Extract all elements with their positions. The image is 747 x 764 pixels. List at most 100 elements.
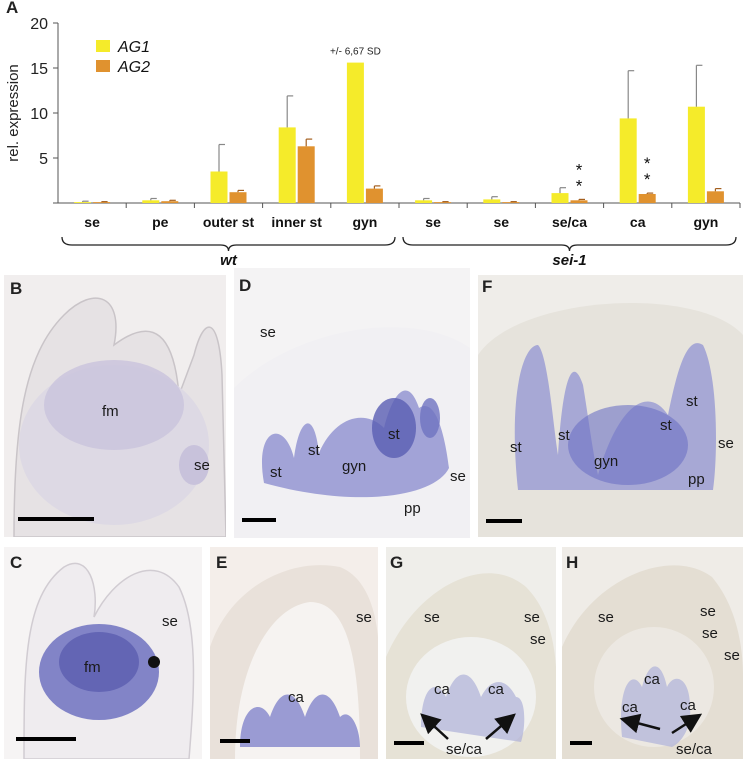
x-tick-label: se bbox=[425, 214, 441, 230]
panel-b-micrograph: B fm se bbox=[4, 275, 226, 537]
significance-star: * bbox=[576, 176, 583, 195]
label-st: st bbox=[510, 439, 522, 456]
bar-ag2 bbox=[434, 202, 452, 203]
bar-ag1 bbox=[483, 199, 501, 203]
label-se: se bbox=[530, 631, 546, 648]
label-fm: fm bbox=[102, 403, 119, 420]
panel-e-tissue bbox=[210, 565, 378, 759]
x-tick-label: se bbox=[494, 214, 510, 230]
bar-ag1 bbox=[551, 193, 569, 203]
label-st: st bbox=[388, 426, 400, 443]
group-brace bbox=[61, 236, 396, 252]
scale-bar bbox=[242, 518, 276, 522]
panel-d-letter: D bbox=[239, 276, 252, 295]
label-se: se bbox=[162, 613, 178, 630]
bar-ag2 bbox=[502, 202, 520, 203]
panel-f-micrograph: F st st gyn st st se pp bbox=[478, 275, 743, 537]
panel-h-micrograph: H se se se se ca ca ca se/ca bbox=[562, 547, 743, 759]
panel-d-tissue bbox=[234, 327, 470, 538]
label-ca: ca bbox=[622, 699, 638, 716]
group-brace bbox=[402, 236, 737, 252]
y-axis-label: rel. expression bbox=[5, 64, 22, 162]
significance-star: * bbox=[644, 170, 651, 189]
label-gyn: gyn bbox=[594, 453, 619, 470]
label-st: st bbox=[686, 393, 698, 410]
label-st: st bbox=[558, 427, 570, 444]
label-se: se bbox=[450, 468, 466, 485]
label-pp: pp bbox=[688, 471, 705, 488]
y-tick-label: 15 bbox=[30, 61, 48, 78]
arrow bbox=[485, 713, 516, 740]
bar-ag2 bbox=[229, 192, 247, 203]
bar-ag1 bbox=[415, 200, 433, 203]
x-tick-label: gyn bbox=[693, 214, 718, 230]
legend-label-ag1: AG1 bbox=[117, 39, 150, 56]
bar-ag1 bbox=[210, 171, 228, 203]
label-se: se bbox=[194, 457, 210, 474]
label-ca: ca bbox=[434, 681, 450, 698]
x-tick-label: se/ca bbox=[552, 214, 587, 230]
x-tick-label: inner st bbox=[271, 214, 322, 230]
arrow bbox=[671, 713, 703, 735]
scale-bar bbox=[570, 741, 592, 745]
legend-label-ag2: AG2 bbox=[117, 59, 150, 76]
panel-g-micrograph: G se se se ca ca se/ca bbox=[386, 547, 556, 759]
label-se-ca: se/ca bbox=[676, 741, 712, 758]
arrow bbox=[619, 713, 661, 734]
label-st: st bbox=[660, 417, 672, 434]
label-se: se bbox=[724, 647, 740, 664]
group-label: sei-1 bbox=[552, 252, 586, 269]
expression-bar-chart: A 5 10 15 20 rel. expression se pe outer st inner… bbox=[5, 0, 741, 269]
label-se: se bbox=[702, 625, 718, 642]
legend-swatch-ag2 bbox=[96, 60, 110, 72]
bar-ag2 bbox=[297, 146, 315, 203]
bar-ag1 bbox=[142, 200, 160, 203]
legend-swatch-ag1 bbox=[96, 40, 110, 52]
panel-e-letter: E bbox=[216, 553, 228, 572]
x-tick-label: pe bbox=[152, 214, 169, 230]
panel-c-tissue bbox=[23, 562, 195, 759]
bar-ag2 bbox=[161, 201, 179, 203]
scale-bar bbox=[16, 737, 76, 741]
x-tick-label: se bbox=[84, 214, 100, 230]
label-se: se bbox=[718, 435, 734, 452]
label-ca: ca bbox=[644, 671, 660, 688]
bar-ag1 bbox=[619, 118, 637, 203]
bar-ag1 bbox=[278, 127, 296, 203]
label-se-ca: se/ca bbox=[446, 741, 482, 758]
panel-d-micrograph: D se st st gyn st se pp bbox=[234, 268, 470, 538]
significance-star: * bbox=[644, 154, 651, 173]
group-label: wt bbox=[220, 252, 238, 269]
label-se: se bbox=[598, 609, 614, 626]
label-se: se bbox=[260, 324, 276, 341]
label-se: se bbox=[356, 609, 372, 626]
arrows bbox=[619, 713, 703, 735]
label-ca: ca bbox=[288, 689, 304, 706]
bar-ag1 bbox=[687, 106, 705, 203]
y-tick-label: 10 bbox=[30, 106, 48, 123]
panel-e-micrograph: E ca se bbox=[210, 547, 378, 759]
x-tick-label: gyn bbox=[352, 214, 377, 230]
arrows bbox=[420, 713, 516, 740]
bar-ag2 bbox=[93, 202, 111, 203]
label-st: st bbox=[270, 464, 282, 481]
arrow bbox=[420, 713, 449, 740]
y-tick-label: 5 bbox=[39, 151, 48, 168]
label-gyn: gyn bbox=[342, 458, 367, 475]
x-tick-label: ca bbox=[630, 214, 646, 230]
scale-bar bbox=[220, 739, 250, 743]
bar-ag1 bbox=[346, 62, 364, 203]
panel-c-letter: C bbox=[10, 553, 23, 572]
bar-ag2 bbox=[570, 200, 588, 203]
label-se: se bbox=[700, 603, 716, 620]
label-fm: fm bbox=[84, 659, 101, 676]
y-tick-label: 20 bbox=[30, 16, 48, 33]
panel-g-letter: G bbox=[390, 553, 404, 572]
bar-ag2 bbox=[638, 194, 656, 203]
panel-c-micrograph: C fm se bbox=[4, 547, 202, 759]
label-se: se bbox=[424, 609, 440, 626]
bar-ag1 bbox=[74, 202, 92, 203]
panel-b-tissue bbox=[13, 297, 226, 537]
scale-bar bbox=[486, 519, 522, 523]
bar-ag2 bbox=[706, 191, 724, 203]
